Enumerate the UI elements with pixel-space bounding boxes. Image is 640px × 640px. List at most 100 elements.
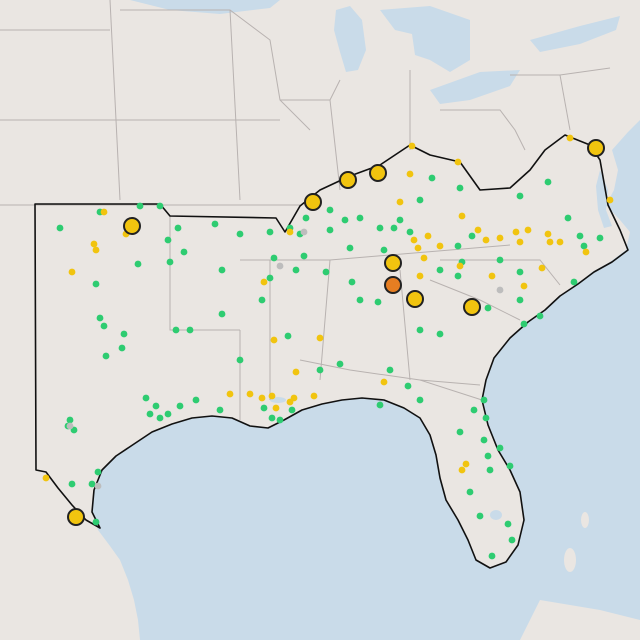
station-marker-green[interactable] <box>156 414 164 422</box>
station-marker-green[interactable] <box>326 226 334 234</box>
station-marker-green[interactable] <box>376 224 384 232</box>
station-marker-green[interactable] <box>102 352 110 360</box>
station-marker-green[interactable] <box>218 310 226 318</box>
station-marker-yellow[interactable] <box>258 394 266 402</box>
station-marker-green[interactable] <box>186 326 194 334</box>
station-marker-yellow[interactable] <box>414 244 422 252</box>
station-marker-green[interactable] <box>544 178 552 186</box>
station-marker-green[interactable] <box>156 202 164 210</box>
station-marker-green[interactable] <box>406 228 414 236</box>
station-marker-green[interactable] <box>520 320 528 328</box>
station-marker-inactive[interactable] <box>496 286 504 294</box>
station-marker-green[interactable] <box>346 244 354 252</box>
station-marker-yellow[interactable] <box>396 198 404 206</box>
major-site-marker[interactable] <box>123 217 141 235</box>
station-marker-green[interactable] <box>211 220 219 228</box>
station-marker-green[interactable] <box>416 396 424 404</box>
station-marker-green[interactable] <box>146 410 154 418</box>
station-marker-green[interactable] <box>576 232 584 240</box>
station-marker-green[interactable] <box>484 304 492 312</box>
station-marker-green[interactable] <box>476 512 484 520</box>
station-marker-green[interactable] <box>218 266 226 274</box>
station-marker-yellow[interactable] <box>488 272 496 280</box>
station-marker-yellow[interactable] <box>260 278 268 286</box>
station-marker-yellow[interactable] <box>410 236 418 244</box>
station-marker-green[interactable] <box>456 428 464 436</box>
station-marker-green[interactable] <box>120 330 128 338</box>
station-marker-green[interactable] <box>386 366 394 374</box>
major-site-marker[interactable] <box>304 193 322 211</box>
station-marker-green[interactable] <box>396 216 404 224</box>
station-marker-green[interactable] <box>92 518 100 526</box>
station-marker-inactive[interactable] <box>300 228 308 236</box>
station-marker-yellow[interactable] <box>458 466 466 474</box>
station-marker-green[interactable] <box>284 332 292 340</box>
station-marker-yellow[interactable] <box>454 158 462 166</box>
station-marker-yellow[interactable] <box>100 208 108 216</box>
station-marker-green[interactable] <box>484 452 492 460</box>
station-marker-green[interactable] <box>374 298 382 306</box>
station-marker-green[interactable] <box>506 462 514 470</box>
station-marker-yellow[interactable] <box>268 392 276 400</box>
station-marker-yellow[interactable] <box>316 334 324 342</box>
station-marker-yellow[interactable] <box>270 336 278 344</box>
station-marker-green[interactable] <box>174 224 182 232</box>
station-marker-yellow[interactable] <box>524 226 532 234</box>
station-marker-green[interactable] <box>508 536 516 544</box>
station-marker-green[interactable] <box>152 402 160 410</box>
station-marker-yellow[interactable] <box>246 390 254 398</box>
alert-site-marker[interactable] <box>384 276 402 294</box>
station-marker-yellow[interactable] <box>482 236 490 244</box>
station-marker-green[interactable] <box>164 410 172 418</box>
station-marker-yellow[interactable] <box>538 264 546 272</box>
station-marker-yellow[interactable] <box>90 240 98 248</box>
station-marker-yellow[interactable] <box>92 246 100 254</box>
station-marker-green[interactable] <box>276 416 284 424</box>
station-marker-yellow[interactable] <box>310 392 318 400</box>
station-marker-green[interactable] <box>404 382 412 390</box>
station-marker-green[interactable] <box>142 394 150 402</box>
station-marker-green[interactable] <box>88 480 96 488</box>
station-marker-green[interactable] <box>468 232 476 240</box>
station-marker-yellow[interactable] <box>420 254 428 262</box>
station-marker-yellow[interactable] <box>566 134 574 142</box>
station-marker-green[interactable] <box>496 256 504 264</box>
station-marker-yellow[interactable] <box>516 238 524 246</box>
station-marker-green[interactable] <box>336 360 344 368</box>
station-marker-yellow[interactable] <box>42 474 50 482</box>
station-marker-green[interactable] <box>96 314 104 322</box>
major-site-marker[interactable] <box>587 139 605 157</box>
station-marker-yellow[interactable] <box>380 378 388 386</box>
station-marker-green[interactable] <box>416 196 424 204</box>
station-marker-green[interactable] <box>94 468 102 476</box>
station-marker-green[interactable] <box>316 366 324 374</box>
station-marker-green[interactable] <box>322 268 330 276</box>
major-site-marker[interactable] <box>339 171 357 189</box>
station-marker-green[interactable] <box>260 404 268 412</box>
station-marker-green[interactable] <box>516 296 524 304</box>
station-marker-inactive[interactable] <box>66 422 74 430</box>
station-marker-green[interactable] <box>570 278 578 286</box>
station-marker-green[interactable] <box>416 326 424 334</box>
major-site-marker[interactable] <box>406 290 424 308</box>
station-marker-green[interactable] <box>288 406 296 414</box>
station-marker-yellow[interactable] <box>68 268 76 276</box>
station-marker-yellow[interactable] <box>544 230 552 238</box>
station-marker-green[interactable] <box>504 520 512 528</box>
station-marker-yellow[interactable] <box>226 390 234 398</box>
station-marker-green[interactable] <box>176 402 184 410</box>
station-marker-green[interactable] <box>236 230 244 238</box>
station-marker-green[interactable] <box>486 466 494 474</box>
station-marker-yellow[interactable] <box>458 212 466 220</box>
station-marker-green[interactable] <box>466 488 474 496</box>
station-marker-yellow[interactable] <box>582 248 590 256</box>
station-marker-green[interactable] <box>258 296 266 304</box>
station-marker-inactive[interactable] <box>94 482 102 490</box>
station-marker-green[interactable] <box>376 401 384 409</box>
station-marker-green[interactable] <box>100 322 108 330</box>
major-site-marker[interactable] <box>369 164 387 182</box>
station-marker-green[interactable] <box>180 248 188 256</box>
station-marker-green[interactable] <box>300 252 308 260</box>
station-marker-yellow[interactable] <box>286 228 294 236</box>
major-site-marker[interactable] <box>463 298 481 316</box>
